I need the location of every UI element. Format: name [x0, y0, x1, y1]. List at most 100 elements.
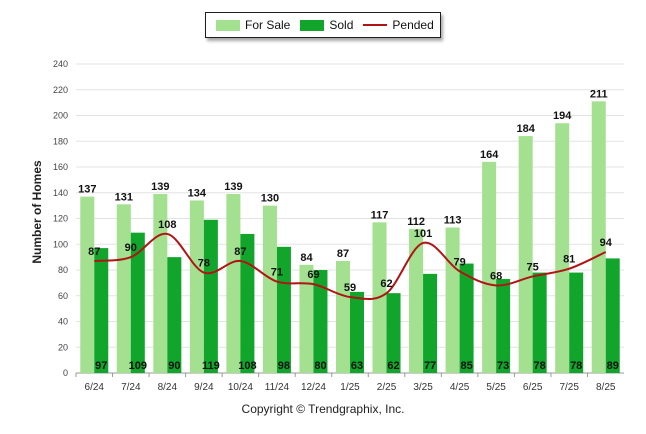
legend-label-for-sale: For Sale: [245, 18, 291, 32]
y-tick-220: 220: [53, 85, 68, 95]
x-tick-labels: 6/24 7/24 8/24 9/24 10/24 11/24 12/24 1/25 2/25 3…: [75, 373, 616, 393]
label-for-sale-4: 139: [224, 181, 242, 193]
label-sold-14: 89: [607, 360, 619, 372]
label-pended-9: 101: [414, 228, 432, 240]
label-for-sale-1: 131: [115, 191, 133, 203]
pended-line-path: [94, 232, 607, 301]
bar-sold-5: [276, 246, 291, 373]
bar-sold-2: [167, 257, 182, 373]
y-tick-140: 140: [53, 188, 68, 198]
label-for-sale-8: 117: [371, 209, 389, 221]
copyright-text: Copyright © Trendgraphix, Inc.: [241, 402, 405, 416]
label-sold-1: 109: [129, 360, 147, 372]
y-tick-200: 200: [53, 111, 68, 121]
label-pended-12: 75: [527, 261, 539, 273]
y-tick-120: 120: [53, 214, 68, 224]
x-tick-7: 1/25: [340, 382, 360, 393]
y-tick-20: 20: [58, 342, 68, 352]
label-sold-2: 90: [168, 360, 180, 372]
x-tick-0: 6/24: [85, 382, 105, 393]
bar-sold-1: [130, 232, 145, 373]
label-pended-3: 78: [198, 258, 210, 270]
x-tick-14: 8/25: [596, 382, 616, 393]
label-sold-5: 98: [278, 360, 290, 372]
bar-sold-14: [605, 258, 620, 373]
bar-for-sale-3: [189, 200, 204, 373]
x-tick-8: 2/25: [377, 382, 397, 393]
legend-swatch-sold: [300, 19, 325, 31]
label-pended-5: 71: [271, 267, 283, 279]
bar-for-sale-10: [445, 227, 460, 373]
data-labels: 137 97 131 109 139 90 134 119 139 108 130 98 84 80 87 6…: [78, 88, 619, 372]
legend-label-sold: Sold: [329, 18, 354, 32]
label-sold-12: 78: [534, 360, 546, 372]
bar-sold-0: [94, 248, 109, 373]
label-for-sale-10: 113: [444, 215, 462, 227]
legend-item-sold[interactable]: Sold: [300, 18, 353, 32]
label-for-sale-11: 164: [480, 149, 499, 161]
label-pended-6: 69: [307, 269, 319, 281]
y-tick-160: 160: [53, 162, 68, 172]
x-tick-2: 8/24: [158, 382, 178, 393]
bar-sold-7: [350, 291, 364, 373]
bar-sold-9: [423, 273, 438, 373]
x-tick-13: 7/25: [559, 382, 579, 393]
label-for-sale-3: 134: [188, 187, 207, 199]
bar-sold-10: [459, 263, 474, 373]
label-for-sale-2: 139: [151, 181, 169, 193]
label-sold-7: 63: [351, 360, 363, 372]
label-pended-4: 87: [234, 246, 246, 258]
legend-item-pended[interactable]: Pended: [363, 18, 434, 32]
legend-item-for-sale[interactable]: For Sale: [216, 18, 290, 32]
y-axis-label: Number of Homes: [30, 160, 44, 264]
label-sold-0: 97: [95, 360, 107, 372]
label-sold-8: 62: [387, 360, 399, 372]
y-tick-60: 60: [58, 291, 68, 301]
label-for-sale-9: 112: [407, 216, 425, 228]
label-sold-3: 119: [202, 360, 220, 372]
y-tick-0: 0: [63, 368, 68, 378]
bar-sold-6: [313, 270, 328, 373]
label-pended-8: 62: [380, 278, 392, 290]
label-sold-10: 85: [460, 360, 472, 372]
bar-for-sale-14: [591, 101, 606, 374]
y-tick-80: 80: [58, 265, 68, 275]
x-tick-9: 3/25: [413, 382, 433, 393]
x-tick-5: 11/24: [265, 382, 290, 393]
bar-sold-8: [386, 293, 401, 373]
label-pended-14: 94: [600, 237, 613, 249]
bar-for-sale-13: [555, 123, 570, 373]
bar-for-sale-5: [262, 205, 277, 373]
label-pended-11: 68: [490, 270, 502, 282]
bar-for-sale-0: [80, 196, 95, 373]
bar-for-sale-11: [482, 161, 497, 373]
y-tick-40: 40: [58, 317, 68, 327]
bar-sold-4: [240, 233, 255, 373]
bar-sold-12: [532, 272, 547, 373]
bar-sold-11: [496, 279, 511, 373]
label-pended-2: 108: [158, 219, 176, 231]
bar-for-sale-12: [518, 136, 533, 373]
bar-for-sale-1: [116, 204, 131, 373]
x-tick-10: 4/25: [450, 382, 470, 393]
label-for-sale-0: 137: [78, 184, 96, 196]
label-for-sale-12: 184: [516, 123, 535, 135]
label-sold-4: 108: [238, 360, 256, 372]
bar-for-sale-9: [409, 228, 424, 373]
y-tick-180: 180: [53, 136, 68, 146]
label-sold-13: 78: [570, 360, 582, 372]
label-pended-7: 59: [344, 282, 356, 294]
label-pended-1: 90: [125, 242, 137, 254]
legend-label-pended: Pended: [392, 18, 434, 32]
y-tick-labels: 0 20 40 60 80 100 120 140 160 180 200 220 240: [53, 59, 68, 378]
x-tick-12: 6/25: [523, 382, 543, 393]
bar-for-sale-4: [226, 194, 241, 373]
y-tick-240: 240: [53, 59, 68, 69]
x-tick-6: 12/24: [301, 382, 326, 393]
x-tick-3: 9/24: [194, 382, 214, 393]
legend-swatch-pended: [363, 24, 388, 26]
bar-for-sale-2: [153, 194, 168, 373]
label-pended-0: 87: [88, 246, 100, 258]
bar-for-sale-7: [336, 260, 350, 373]
